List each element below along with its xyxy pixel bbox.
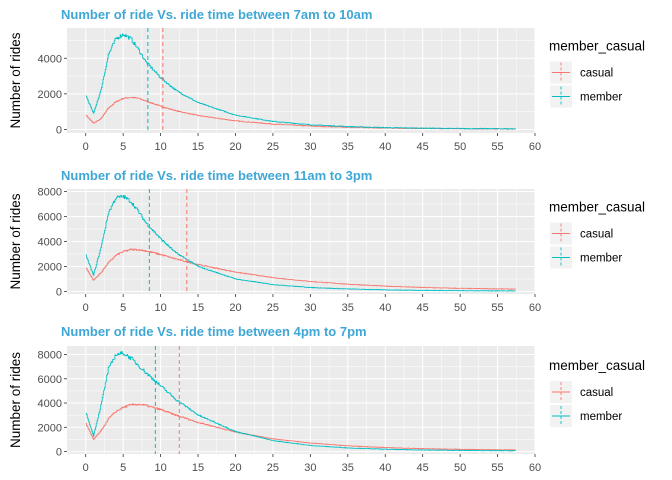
x-tick-label: 30 (304, 462, 316, 474)
chart-title: Number of ride Vs. ride time between 7am… (61, 7, 372, 22)
legend-label-casual: casual (580, 68, 613, 80)
x-tick-label: 55 (491, 141, 503, 153)
x-tick-label: 30 (304, 302, 316, 314)
series-line-member (85, 33, 516, 130)
x-tick-label: 5 (120, 462, 126, 474)
legend-label-casual: casual (580, 387, 613, 399)
x-tick-label: 10 (154, 462, 166, 474)
y-tick-label: 8000 (38, 187, 62, 199)
x-tick-label: 5 (120, 302, 126, 314)
y-tick-label: 4000 (38, 398, 62, 410)
x-tick-label: 55 (491, 302, 503, 314)
x-tick-label: 20 (229, 141, 241, 153)
x-tick-label: 35 (342, 302, 354, 314)
x-tick-label: 35 (342, 462, 354, 474)
y-axis-label: Number of rides (8, 32, 23, 128)
x-tick-label: 0 (83, 141, 89, 153)
x-tick-label: 15 (192, 141, 204, 153)
chart-title: Number of ride Vs. ride time between 11a… (61, 168, 372, 183)
x-tick-label: 30 (304, 141, 316, 153)
x-tick-label: 50 (454, 141, 466, 153)
series-line-member (85, 351, 516, 452)
x-tick-label: 20 (229, 302, 241, 314)
legend-title: member_casual (549, 358, 645, 373)
legend-title: member_casual (549, 200, 645, 215)
x-tick-label: 50 (454, 462, 466, 474)
y-tick-label: 8000 (38, 349, 62, 361)
chart-panel-1: Number of ride Vs. ride time between 7am… (8, 7, 645, 153)
chart-panel-3: Number of ride Vs. ride time between 4pm… (8, 324, 645, 474)
y-tick-label: 0 (56, 287, 62, 299)
x-tick-label: 60 (529, 462, 541, 474)
x-tick-label: 0 (83, 462, 89, 474)
y-tick-label: 6000 (38, 374, 62, 386)
y-tick-label: 2000 (38, 262, 62, 274)
y-tick-label: 6000 (38, 212, 62, 224)
x-tick-label: 60 (529, 302, 541, 314)
y-tick-label: 0 (56, 447, 62, 459)
legend-label-member: member (580, 253, 622, 265)
x-tick-label: 5 (120, 141, 126, 153)
chart-title: Number of ride Vs. ride time between 4pm… (61, 324, 367, 339)
plot-panel (67, 28, 535, 133)
legend-title: member_casual (549, 39, 645, 54)
legend-label-member: member (580, 411, 622, 423)
x-tick-label: 40 (379, 141, 391, 153)
x-tick-label: 45 (417, 302, 429, 314)
x-tick-label: 60 (529, 141, 541, 153)
legend-label-casual: casual (580, 229, 613, 241)
series-line-casual (85, 248, 516, 290)
chart-panel-2: Number of ride Vs. ride time between 11a… (8, 168, 645, 314)
x-tick-label: 25 (267, 302, 279, 314)
legend-label-member: member (580, 92, 622, 104)
y-tick-label: 4000 (38, 53, 62, 65)
x-tick-label: 40 (379, 462, 391, 474)
x-tick-label: 20 (229, 462, 241, 474)
x-tick-label: 45 (417, 141, 429, 153)
x-tick-label: 40 (379, 302, 391, 314)
plot-panel (67, 346, 535, 454)
x-tick-label: 10 (154, 302, 166, 314)
y-tick-label: 2000 (38, 89, 62, 101)
y-tick-label: 0 (56, 124, 62, 136)
x-tick-label: 25 (267, 141, 279, 153)
y-axis-label: Number of rides (8, 193, 23, 289)
y-tick-label: 2000 (38, 422, 62, 434)
y-tick-label: 4000 (38, 237, 62, 249)
x-tick-label: 50 (454, 302, 466, 314)
x-tick-label: 0 (83, 302, 89, 314)
x-tick-label: 45 (417, 462, 429, 474)
series-line-casual (85, 403, 516, 451)
series-line-member (85, 194, 516, 292)
x-tick-label: 15 (192, 462, 204, 474)
y-axis-label: Number of rides (8, 352, 23, 448)
x-tick-label: 55 (491, 462, 503, 474)
x-tick-label: 35 (342, 141, 354, 153)
x-tick-label: 25 (267, 462, 279, 474)
x-tick-label: 10 (154, 141, 166, 153)
x-tick-label: 15 (192, 302, 204, 314)
